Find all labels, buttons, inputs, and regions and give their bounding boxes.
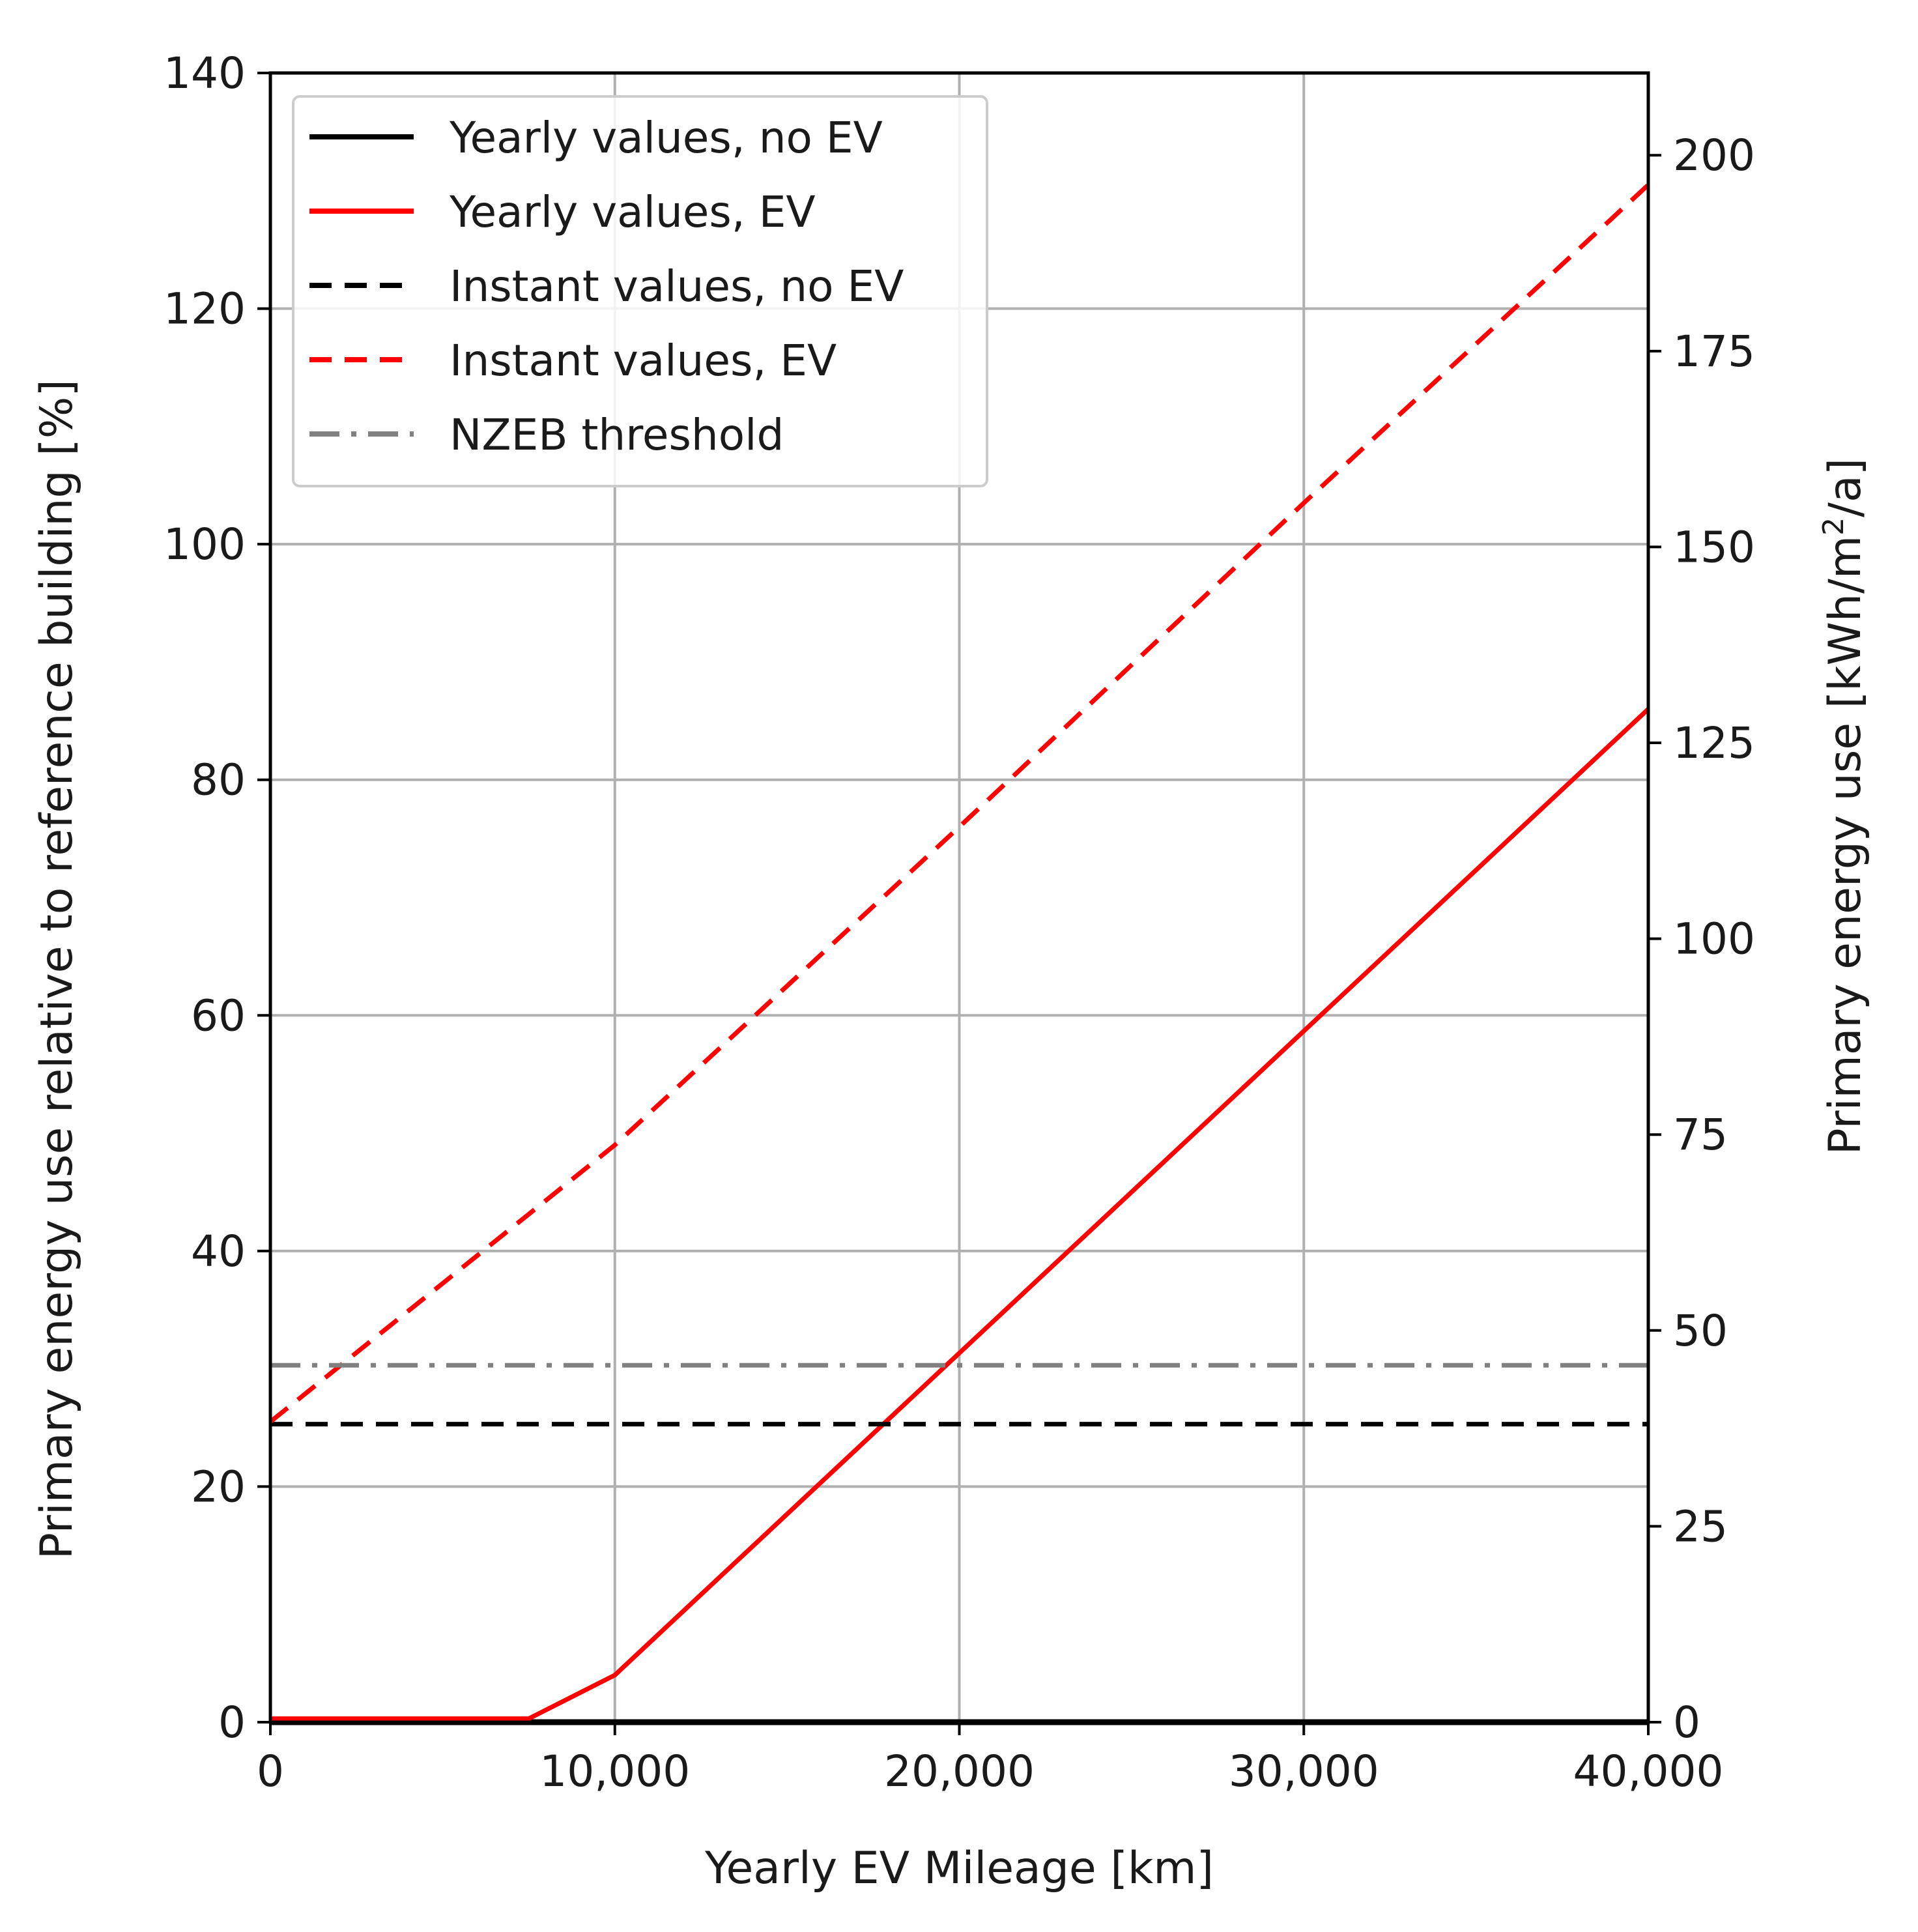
axis-ticks: 0 10,000 20,000 30,000 40,000020406080100120… bbox=[164, 48, 1755, 1796]
x-tick-label: 20,000 bbox=[884, 1746, 1035, 1796]
y-tick-label: 120 bbox=[164, 284, 246, 334]
right-y-tick-label: 100 bbox=[1673, 914, 1755, 964]
legend-label-2: Instant values, no EV bbox=[450, 261, 904, 311]
y-tick-label: 80 bbox=[191, 755, 246, 805]
y-tick-label: 20 bbox=[191, 1462, 246, 1512]
right-y-tick-label: 50 bbox=[1673, 1306, 1728, 1356]
legend: Yearly values, no EV Yearly values, EV Ins… bbox=[292, 95, 988, 487]
legend-label-0: Yearly values, no EV bbox=[449, 113, 883, 163]
x-tick-label: 40,000 bbox=[1573, 1746, 1724, 1796]
right-y-tick-label: 0 bbox=[1673, 1697, 1700, 1748]
series-line-3 bbox=[268, 183, 1650, 1424]
right-y-axis-label: Primary energy use [kWh/m2/a] bbox=[1817, 458, 1871, 1155]
y-tick-label: 60 bbox=[191, 990, 246, 1041]
legend-label-3: Instant values, EV bbox=[450, 336, 837, 386]
right-y-tick-label: 125 bbox=[1673, 718, 1755, 768]
y-tick-label: 0 bbox=[218, 1697, 246, 1748]
series-line-1 bbox=[270, 707, 1650, 1722]
x-axis-label: Yearly EV Mileage [km] bbox=[704, 1843, 1214, 1894]
right-y-tick-label: 200 bbox=[1673, 130, 1755, 180]
legend-box bbox=[292, 95, 988, 487]
x-tick-label: 0 bbox=[257, 1746, 284, 1796]
y-tick-label: 100 bbox=[164, 519, 246, 570]
right-y-tick-label: 175 bbox=[1673, 326, 1755, 377]
y-axis-label: Primary energy use relative to reference… bbox=[31, 379, 83, 1559]
legend-label-4: NZEB threshold bbox=[450, 410, 784, 460]
right-y-tick-label: 150 bbox=[1673, 522, 1755, 572]
y-tick-label: 140 bbox=[164, 48, 246, 98]
x-tick-label: 30,000 bbox=[1229, 1746, 1379, 1796]
right-y-tick-label: 75 bbox=[1673, 1110, 1728, 1160]
x-tick-label: 10,000 bbox=[539, 1746, 690, 1796]
right-y-axis-label-prefix: Primary energy use [kWh/m bbox=[1820, 536, 1871, 1155]
right-y-tick-label: 25 bbox=[1673, 1501, 1728, 1551]
right-y-axis-label-suffix: /a] bbox=[1820, 458, 1871, 517]
legend-label-1: Yearly values, EV bbox=[449, 187, 816, 237]
right-y-axis-label-superscript: 2 bbox=[1817, 517, 1850, 536]
y-tick-label: 40 bbox=[191, 1226, 246, 1276]
